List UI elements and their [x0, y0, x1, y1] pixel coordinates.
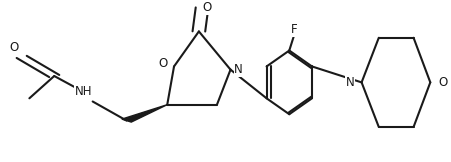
Text: NH: NH — [75, 85, 92, 98]
Text: F: F — [290, 23, 296, 36]
Text: O: O — [437, 76, 446, 89]
Text: N: N — [234, 63, 243, 76]
Text: O: O — [9, 41, 18, 54]
Polygon shape — [122, 105, 167, 122]
Text: O: O — [158, 57, 167, 70]
Text: N: N — [345, 76, 354, 89]
Text: O: O — [202, 1, 212, 14]
